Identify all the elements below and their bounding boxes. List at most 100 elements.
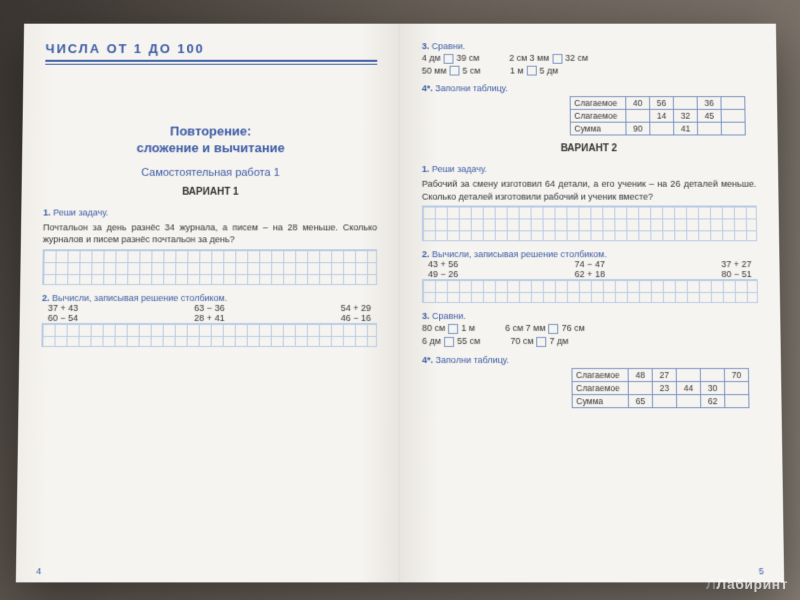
worksheet-title: Самостоятельная работа 1: [44, 167, 377, 179]
compare-right: 7 дм: [550, 336, 569, 346]
compare-box[interactable]: [549, 324, 559, 334]
answer-grid[interactable]: [422, 280, 758, 304]
section-title-line1: Повторение:: [44, 124, 377, 141]
compare-box[interactable]: [527, 66, 537, 76]
cell[interactable]: [721, 97, 745, 110]
cell[interactable]: 45: [697, 110, 721, 123]
cell[interactable]: [673, 97, 697, 110]
compare-box[interactable]: [444, 54, 454, 64]
cell[interactable]: [721, 122, 745, 135]
calc-row: 43 + 56 74 − 47 37 + 27: [422, 260, 758, 270]
task-heading: Вычисли, записывая решение столбиком.: [52, 293, 227, 303]
task-2: 2. Вычисли, записывая решение столбиком.…: [41, 293, 377, 347]
task-text: Почтальон за день разнёс 34 журнала, а п…: [43, 221, 377, 246]
cell[interactable]: 70: [724, 368, 748, 381]
task-3: 3. Сравни. 4 дм39 см 2 см 3 мм32 см 50 м…: [422, 41, 755, 76]
cell[interactable]: [725, 394, 749, 407]
compare-left: 50 мм: [422, 65, 447, 75]
compare-block: 80 см1 м 6 см 7 мм76 см 6 дм55 см 70 см7…: [422, 323, 759, 346]
compare-right: 32 см: [565, 53, 588, 63]
cell[interactable]: 44: [676, 381, 700, 394]
cell[interactable]: 65: [628, 394, 652, 407]
compare-right: 5 дм: [540, 65, 559, 75]
task-heading: Реши задачу.: [53, 207, 108, 217]
expression: 37 + 43: [48, 303, 78, 313]
compare-left: 2 см 3 мм: [509, 53, 549, 63]
variant-2-heading: ВАРИАНТ 2: [422, 144, 756, 155]
calc-row: 49 − 26 62 + 18 80 − 51: [422, 270, 758, 280]
cell[interactable]: [721, 110, 745, 123]
expression: 46 − 16: [341, 313, 371, 323]
compare-box[interactable]: [448, 324, 458, 334]
fill-table[interactable]: Слагаемое 405636 Слагаемое 143245 Сумма …: [569, 96, 746, 135]
compare-right: 1 м: [461, 323, 475, 333]
compare-box[interactable]: [537, 337, 547, 347]
expression: 63 − 36: [194, 303, 224, 313]
task-4: 4*. Заполни таблицу. Слагаемое 405636 Сл…: [422, 84, 756, 136]
cell[interactable]: 56: [650, 97, 674, 110]
task-heading: Реши задачу.: [432, 164, 487, 174]
watermark: ЛЛабиринт: [706, 576, 788, 592]
expression: 74 − 47: [575, 260, 605, 270]
compare-left: 6 дм: [422, 336, 441, 346]
cell[interactable]: 62: [701, 394, 725, 407]
cell[interactable]: [628, 381, 652, 394]
answer-grid[interactable]: [422, 206, 757, 242]
task-number: 2.: [42, 293, 50, 303]
cell[interactable]: [650, 122, 674, 135]
page-left: ЧИСЛА ОТ 1 ДО 100 Повторение: сложение и…: [16, 24, 400, 583]
row-header: Сумма: [572, 394, 629, 407]
section-title-line2: сложение и вычитание: [44, 140, 377, 157]
cell[interactable]: 30: [700, 381, 724, 394]
answer-grid[interactable]: [42, 249, 377, 285]
answer-grid[interactable]: [41, 323, 377, 347]
v2-task-3: 3. Сравни. 80 см1 м 6 см 7 мм76 см 6 дм5…: [422, 311, 759, 346]
cell[interactable]: 23: [652, 381, 676, 394]
compare-left: 1 м: [510, 65, 524, 75]
workbook-spread: ЧИСЛА ОТ 1 ДО 100 Повторение: сложение и…: [16, 24, 784, 583]
cell[interactable]: 32: [673, 110, 697, 123]
compare-right: 55 см: [457, 336, 480, 346]
compare-right: 76 см: [562, 323, 585, 333]
cell[interactable]: 36: [697, 97, 721, 110]
compare-box[interactable]: [552, 54, 562, 64]
cell[interactable]: 48: [628, 368, 652, 381]
watermark-text: Лабиринт: [716, 576, 788, 592]
calc-row: 37 + 43 63 − 36 54 + 29: [42, 303, 377, 313]
cell[interactable]: 90: [626, 122, 650, 135]
cell[interactable]: 41: [674, 122, 698, 135]
expression: 28 + 41: [194, 313, 224, 323]
row-header: Слагаемое: [572, 381, 629, 394]
compare-box[interactable]: [449, 66, 459, 76]
task-heading: Заполни таблицу.: [435, 84, 508, 94]
task-number: 1.: [422, 164, 429, 174]
row-header: Сумма: [570, 122, 626, 135]
cell[interactable]: [626, 110, 650, 123]
rule-thin: [45, 64, 377, 65]
row-header: Слагаемое: [571, 368, 628, 381]
cell[interactable]: 40: [626, 97, 650, 110]
compare-block: 4 дм39 см 2 см 3 мм32 см 50 мм5 см 1 м5 …: [422, 53, 755, 76]
cell[interactable]: [652, 394, 676, 407]
cell[interactable]: [725, 381, 749, 394]
task-1: 1. Реши задачу. Почтальон за день разнёс…: [42, 207, 377, 285]
page-number: 5: [759, 566, 764, 576]
page-number: 4: [36, 566, 41, 576]
task-number: 3.: [422, 41, 429, 51]
task-text: Рабочий за смену изготовил 64 детали, а …: [422, 178, 757, 203]
compare-box[interactable]: [444, 337, 454, 347]
task-number: 4*.: [422, 84, 433, 94]
variant-1-heading: ВАРИАНТ 1: [43, 187, 377, 198]
cell[interactable]: 27: [652, 368, 676, 381]
expression: 62 + 18: [575, 270, 605, 280]
fill-table[interactable]: Слагаемое 482770 Слагаемое 234430 Сумма …: [571, 368, 750, 408]
cell[interactable]: [676, 368, 700, 381]
cell[interactable]: 14: [650, 110, 674, 123]
expression: 54 + 29: [341, 303, 371, 313]
cell[interactable]: [677, 394, 701, 407]
cell[interactable]: [700, 368, 724, 381]
task-heading: Сравни.: [432, 311, 466, 321]
compare-right: 5 см: [462, 65, 480, 75]
calc-row: 60 − 54 28 + 41 46 − 16: [42, 313, 377, 323]
cell[interactable]: [697, 122, 721, 135]
